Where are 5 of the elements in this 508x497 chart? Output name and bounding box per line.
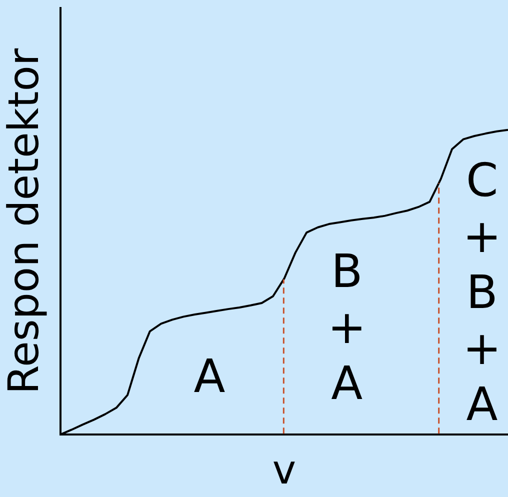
annotation: C + B + A (462, 153, 502, 432)
annotation: A (194, 348, 226, 403)
y-axis-title: Respon detektor (0, 48, 48, 394)
annotation: B + A (328, 244, 366, 410)
x-axis-title: v (272, 447, 296, 494)
